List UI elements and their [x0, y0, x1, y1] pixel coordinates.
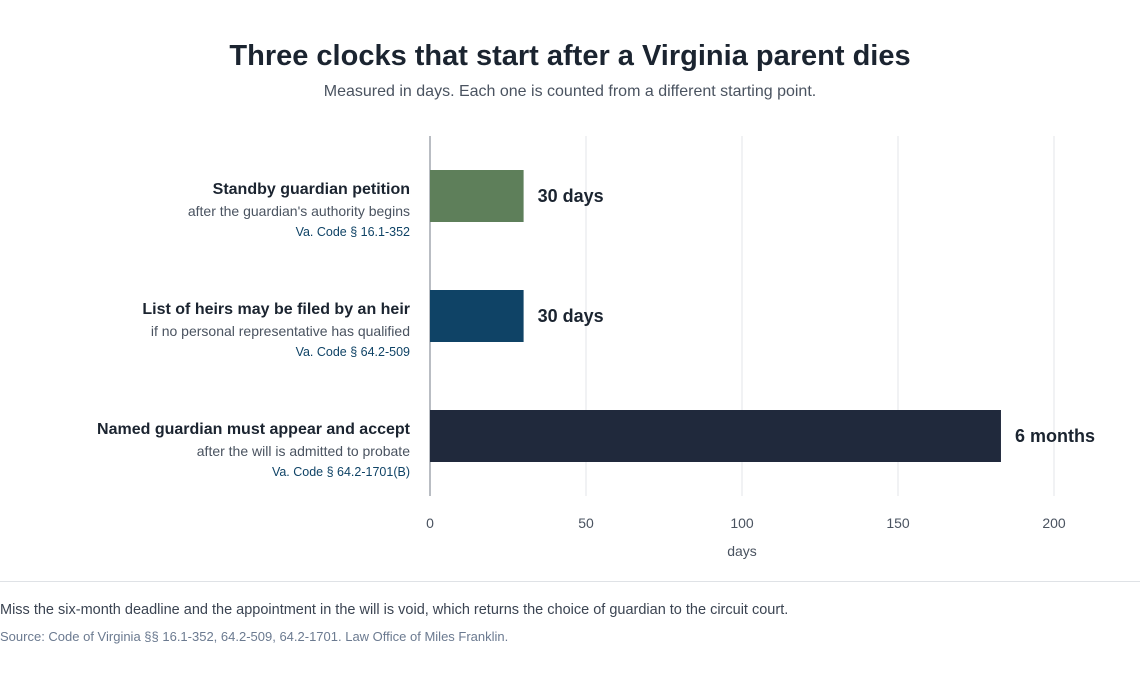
bar-value-label: 30 days: [538, 186, 604, 206]
category-detail: after the guardian's authority begins: [188, 203, 410, 219]
bar-value-label: 6 months: [1015, 426, 1095, 446]
footer-divider: [0, 581, 1140, 582]
category-citation: Va. Code § 16.1-352: [296, 225, 410, 239]
chart-title: Three clocks that start after a Virginia…: [229, 40, 911, 72]
bar-value-label: 30 days: [538, 306, 604, 326]
chart-subtitle: Measured in days. Each one is counted fr…: [323, 83, 817, 100]
bar: [430, 290, 524, 342]
bar: [430, 170, 524, 222]
category-citation: Va. Code § 64.2-1701(B): [272, 465, 410, 479]
x-tick-label: 50: [578, 515, 594, 531]
category-detail: if no personal representative has qualif…: [151, 323, 410, 339]
category-label: Named guardian must appear and accept: [97, 421, 411, 438]
category-detail: after the will is admitted to probate: [197, 443, 410, 459]
bar: [430, 410, 1001, 462]
x-tick-label: 150: [886, 515, 910, 531]
x-tick-label: 0: [426, 515, 434, 531]
x-tick-label: 100: [730, 515, 754, 531]
category-label: List of heirs may be filed by an heir: [142, 301, 410, 318]
category-citation: Va. Code § 64.2-509: [296, 345, 410, 359]
x-axis-label: days: [727, 543, 757, 559]
category-label: Standby guardian petition: [213, 181, 410, 198]
bar-chart: 0 50 100 150 200 days 30 days Standby guardian …: [97, 136, 1095, 559]
footer-note: Miss the six-month deadline and the appo…: [0, 602, 789, 618]
x-tick-label: 200: [1042, 515, 1066, 531]
source-note: Source: Code of Virginia §§ 16.1-352, 64…: [0, 629, 509, 644]
